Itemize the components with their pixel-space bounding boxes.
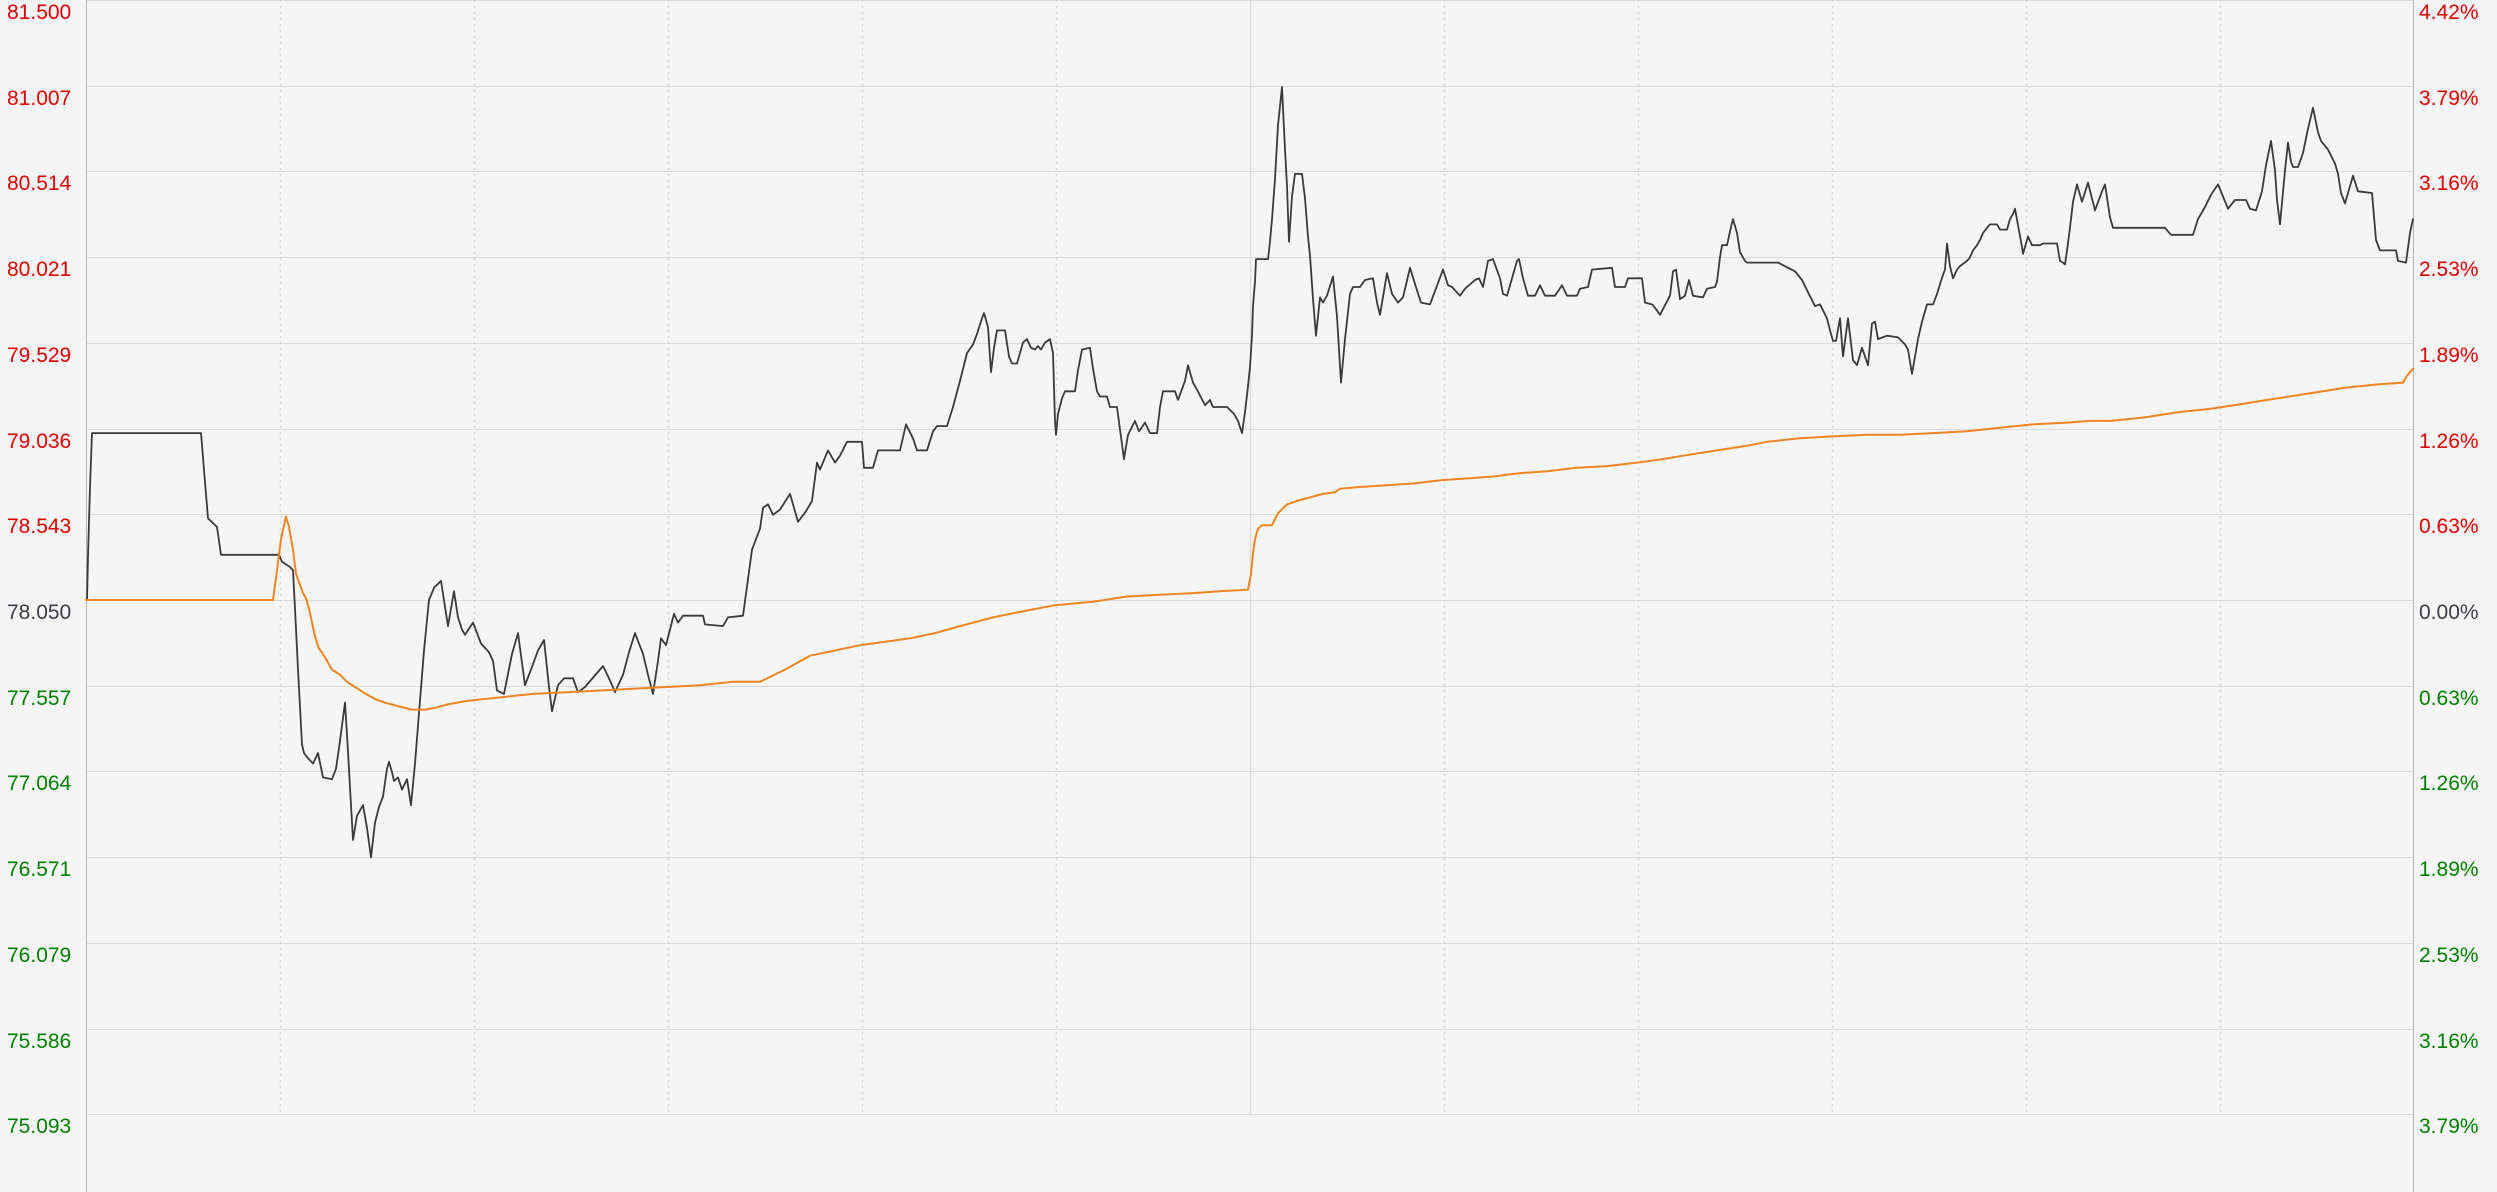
percent-axis-label: 3.16% [2419,172,2479,196]
percent-axis-label: 2.53% [2419,943,2479,967]
average-line [85,367,2414,711]
price-axis-label: 77.064 [7,772,72,796]
price-line [85,86,2414,859]
price-axis-label: 80.021 [7,258,72,282]
price-axis-label: 78.050 [7,601,72,624]
percent-axis-label: 1.89% [2419,858,2479,882]
price-axis-label: 76.571 [7,858,72,882]
price-axis-label: 79.036 [7,429,72,453]
percent-axis-label: 4.42% [2419,1,2479,24]
percent-axis-label: 0.63% [2419,686,2479,710]
price-axis-label: 75.093 [7,1115,72,1139]
price-axis-label: 77.557 [7,686,72,710]
percent-axis-label: 1.26% [2419,429,2479,453]
percent-axis-label: 3.16% [2419,1029,2479,1053]
percent-axis-label: 3.79% [2419,86,2479,110]
price-axis-label: 81.007 [7,86,72,110]
price-axis-label: 79.529 [7,343,72,367]
percent-axis-label: 1.89% [2419,343,2479,367]
percent-axis-label: 3.79% [2419,1115,2479,1139]
percent-axis-label: 0.00% [2419,601,2479,624]
percent-axis-label: 1.26% [2419,772,2479,796]
price-axis-label: 75.586 [7,1029,72,1053]
percent-axis-label: 0.63% [2419,515,2479,539]
price-axis-label: 81.500 [7,1,72,24]
price-axis-label: 78.543 [7,515,72,539]
price-axis-label: 76.079 [7,943,72,967]
price-axis-label: 80.514 [7,172,72,196]
percent-axis-label: 2.53% [2419,258,2479,282]
